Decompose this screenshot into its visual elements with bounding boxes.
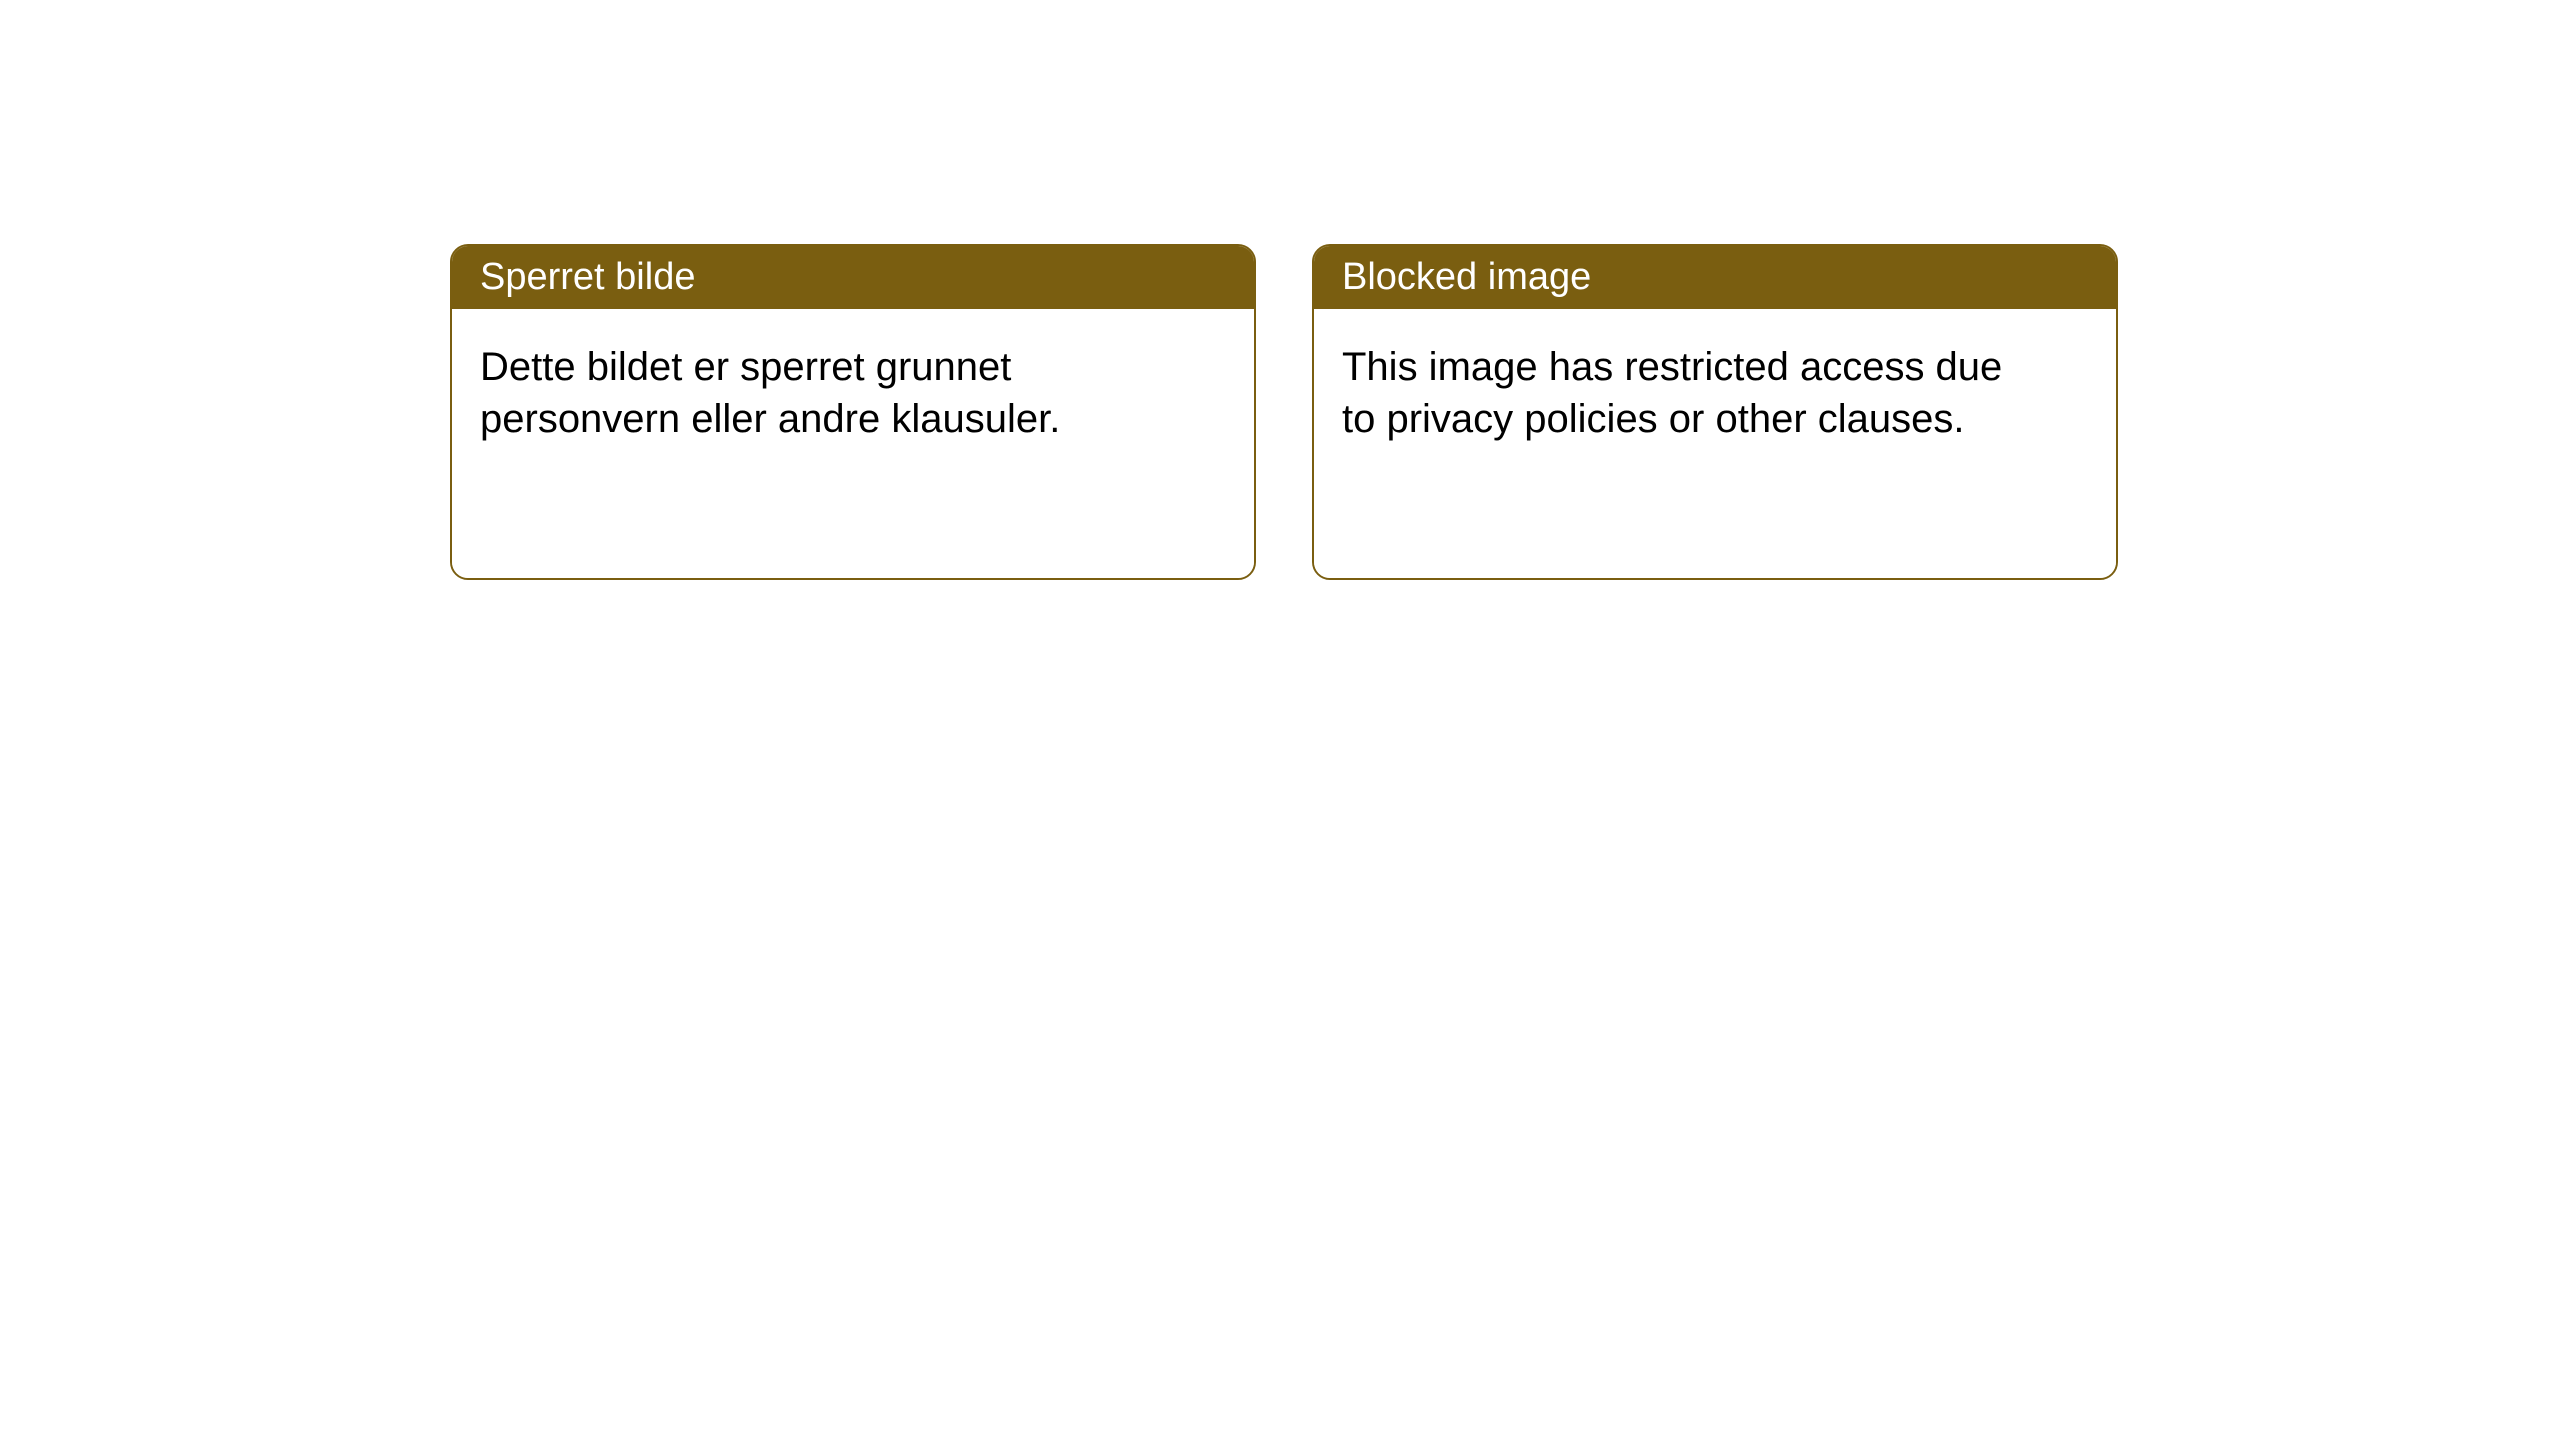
card-body-en: This image has restricted access due to … — [1314, 309, 2116, 578]
blocked-image-card-no: Sperret bilde Dette bildet er sperret gr… — [450, 244, 1256, 580]
card-body-no: Dette bildet er sperret grunnet personve… — [452, 309, 1254, 578]
card-header-en: Blocked image — [1314, 246, 2116, 309]
blocked-image-card-en: Blocked image This image has restricted … — [1312, 244, 2118, 580]
card-message-en: This image has restricted access due to … — [1342, 341, 2022, 445]
blocked-image-cards: Sperret bilde Dette bildet er sperret gr… — [450, 244, 2118, 580]
card-title-en: Blocked image — [1342, 256, 1591, 298]
card-title-no: Sperret bilde — [480, 256, 695, 298]
card-message-no: Dette bildet er sperret grunnet personve… — [480, 341, 1160, 445]
card-header-no: Sperret bilde — [452, 246, 1254, 309]
